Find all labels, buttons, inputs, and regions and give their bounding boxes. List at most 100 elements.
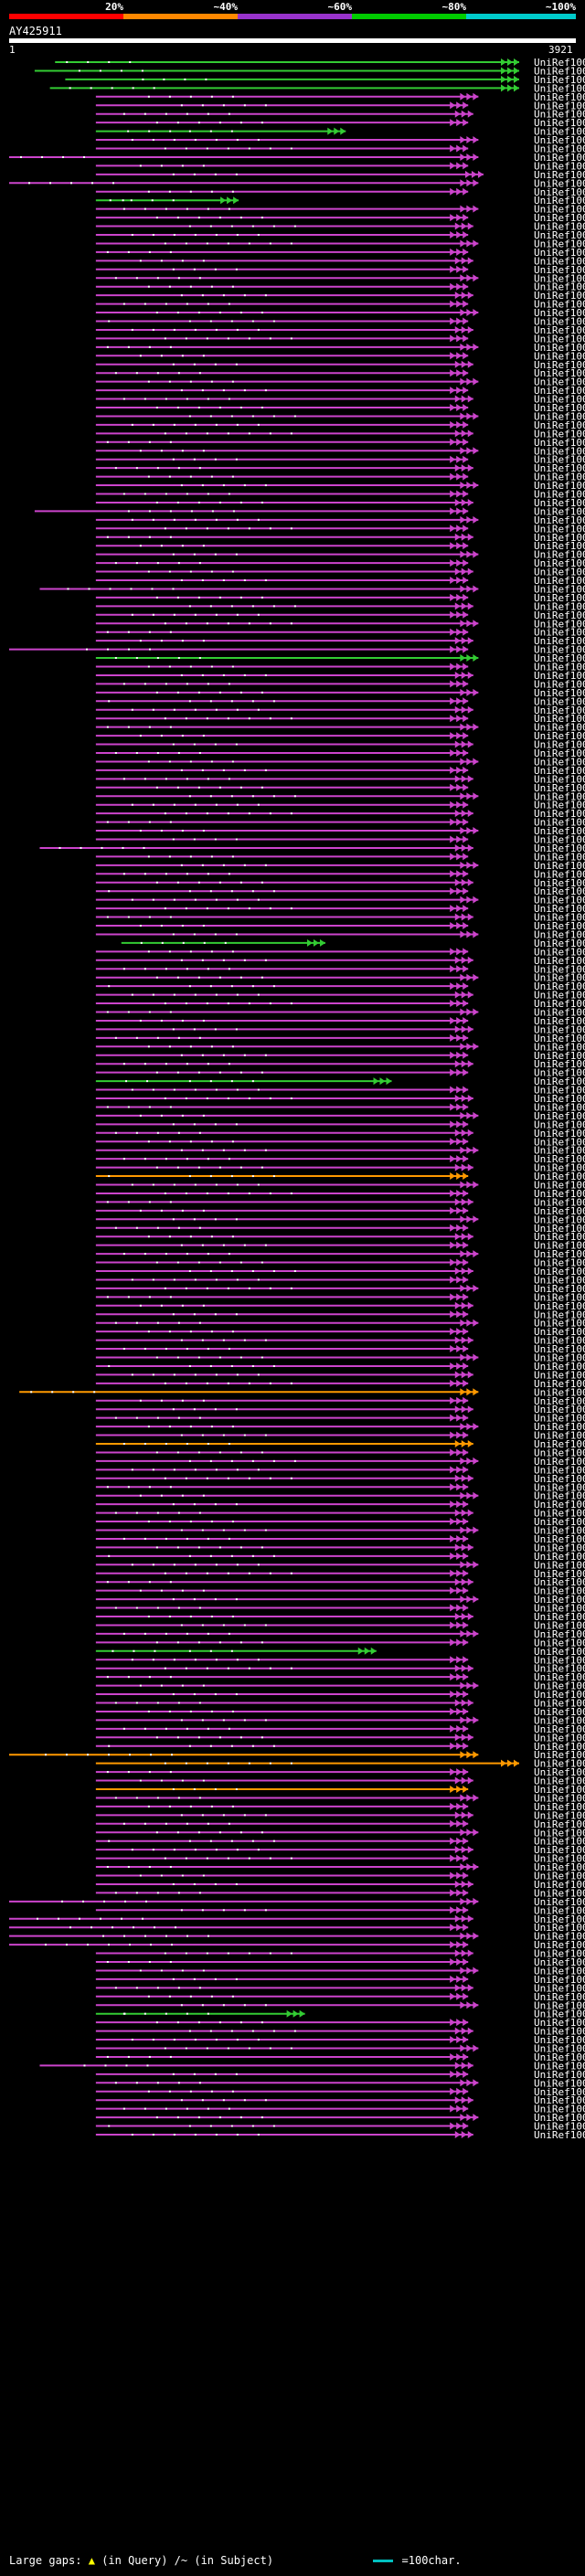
hit-label[interactable]: UniRef100_A4S3H7 [534,895,585,906]
hit-row[interactable]: UniRef100_A7QKC2 [95,1853,585,1865]
hit-row[interactable]: UniRef100_C5YOSL [95,1576,585,1588]
hit-label[interactable]: UniRef100_A7S214 [534,186,585,198]
hit-label[interactable]: UniRef100_C5UNH0 [534,1223,585,1235]
hit-row[interactable]: UniRef100_C5YSL9 [95,1663,585,1675]
hit-row[interactable]: UniRef100_Q39763 [95,2077,585,2089]
hit-row[interactable]: UniRef100_B9SAK0 [95,1698,585,1710]
hit-label[interactable]: UniRef100_Q41479 [534,1352,585,1364]
hit-row[interactable]: UniRef100_B9N626 [95,687,585,699]
hit-row[interactable]: UniRef100_Q91D28 [95,1214,585,1225]
hit-row[interactable]: UniRef100_Q6H4S6 [95,2034,585,2046]
hit-row[interactable]: UniRef100_Q1EP18 [95,1300,585,1312]
hit-label[interactable]: UniRef100_C5YLI4 [534,557,585,569]
hit-label[interactable]: UniRef100_Q9LT74 [534,1101,585,1113]
hit-label[interactable]: UniRef100_C5Z1B0 [534,1680,585,1692]
hit-label[interactable]: UniRef100_B9H1U4 [534,773,585,785]
hit-row[interactable]: UniRef100_UP1000... [95,1067,585,1079]
hit-row[interactable]: UniRef100_C5YE88 [95,678,585,690]
hit-label[interactable]: UniRef100_A9N825 [534,221,585,233]
hit-row[interactable]: UniRef100_A6JKC9 [95,981,585,992]
hit-row[interactable]: UniRef100_A6UIN3 [95,324,585,336]
hit-label[interactable]: UniRef100_Q94BY7 [534,299,585,311]
hit-label[interactable]: UniRef100_UP1000... [534,385,585,397]
hit-row[interactable]: UniRef100_Q9E938 [95,920,585,932]
hit-row[interactable]: UniRef100_UP1000... [95,1801,585,1813]
hit-label[interactable]: UniRef100_A9PG12 [534,514,585,526]
hit-row[interactable]: UniRef100_C4IYP5 [95,272,585,284]
hit-row[interactable]: UniRef100_B9GHX3 [95,652,585,664]
hit-label[interactable]: UniRef100_A9PDW1 [534,1153,585,1165]
hit-row[interactable]: UniRef100_B6U412 [95,782,585,794]
hit-row[interactable]: UniRef100_C7J3Z5 [95,1015,585,1027]
hit-row[interactable]: UniRef100_B6KL33 [95,100,585,111]
hit-row[interactable]: UniRef100_Q5Q669 [95,1283,585,1295]
hit-row[interactable]: UniRef100_Q9E940 [95,912,585,924]
hit-row[interactable]: UniRef100_C1MTK4 [95,195,585,207]
hit-label[interactable]: UniRef100_Q7TLR4 [534,1809,585,1821]
hit-row[interactable]: UniRef100_Q1EP04 [95,497,585,509]
hit-label[interactable]: UniRef100_A9A4W2 [534,2026,585,2038]
hit-row[interactable]: UniRef100_C6H752 [95,1776,585,1787]
hit-label[interactable]: UniRef100_Q6KTU2 [534,1369,585,1381]
hit-row[interactable]: UniRef100_Q3EC03 [95,1827,585,1839]
hit-row[interactable]: UniRef100_C5ZMP4 [39,843,585,854]
hit-label[interactable]: UniRef100_Q41855 [534,1386,585,1398]
hit-label[interactable]: UniRef100_Q1HR82 [534,1525,585,1537]
hit-row[interactable]: UniRef100_B4IYW7 [95,1628,585,1640]
hit-row[interactable]: UniRef100_C7Q8A8 [95,1007,585,1019]
hit-row[interactable]: UniRef100_A6JFD4 [95,134,585,146]
hit-row[interactable]: UniRef100_A8IJ79 [95,410,585,422]
hit-row[interactable]: UniRef100_Q2PRG3 [95,2112,585,2124]
hit-row[interactable]: UniRef100_UP1000... [95,1248,585,1260]
hit-label[interactable]: UniRef100_C1MZS3 [534,2104,585,2115]
hit-label[interactable]: UniRef100_C5YTP0 [534,765,585,777]
hit-label[interactable]: UniRef100_C5YG25 [534,437,585,449]
hit-label[interactable]: UniRef100_UP1000... [534,1490,585,1502]
hit-label[interactable]: UniRef100_C5PB10 [534,903,585,915]
hit-label[interactable]: UniRef100_C5WKF6 [534,713,585,725]
hit-label[interactable]: UniRef100_Q8B966 [534,705,585,716]
hit-row[interactable]: UniRef100_Q4A2B5 [95,247,585,259]
hit-label[interactable]: UniRef100_C5YOSL [534,1576,585,1588]
hit-row[interactable]: UniRef100_UP1000... [95,990,585,1002]
hit-label[interactable]: UniRef100_Q94JZ6 [534,1110,585,1122]
hit-row[interactable]: UniRef100_A6HYC3 [95,1430,585,1442]
hit-label[interactable]: UniRef100_A7QNJ2 [534,1749,585,1761]
hit-row[interactable]: UniRef100_B6KG60 [95,1335,585,1347]
hit-label[interactable]: UniRef100_B9S130 [534,1188,585,1200]
hit-row[interactable]: UniRef100_C5X881 [95,610,585,621]
hit-label[interactable]: UniRef100_A8IGC9 [534,350,585,362]
hit-label[interactable]: UniRef100_C5YSL9 [534,1663,585,1675]
hit-row[interactable]: UniRef100_B9RPP5 [9,644,585,656]
hit-row[interactable]: UniRef100_C5YN46 [95,1033,585,1044]
hit-row[interactable]: UniRef100_Q5ZUR2 [95,1395,585,1407]
hit-label[interactable]: UniRef100_Q4P134 [534,1559,585,1571]
hit-label[interactable]: UniRef100_C5Z468 [534,1965,585,1977]
hit-label[interactable]: UniRef100_A8HMN2 [534,1050,585,1062]
hit-label[interactable]: UniRef100_UP1000... [534,1646,585,1658]
hit-row[interactable]: UniRef100_Q41479 [95,1352,585,1364]
hit-label[interactable]: UniRef100_A5AFK2 [534,1274,585,1286]
hit-row[interactable]: UniRef100_Q9SPM0 [95,963,585,975]
hit-row[interactable]: UniRef100_Q9SBM1 [95,109,585,121]
hit-label[interactable]: UniRef100_A6HYC3 [534,1430,585,1442]
hit-label[interactable]: UniRef100_C1EBG6 [534,307,585,319]
hit-label[interactable]: UniRef100_C5WN35 [534,549,585,561]
hit-row[interactable]: UniRef100_Q94BY7 [95,299,585,311]
hit-label[interactable]: UniRef100_Q1XKN7 [534,1196,585,1208]
hit-label[interactable]: UniRef100_B7QXP2 [534,1171,585,1182]
hit-label[interactable]: UniRef100_A6JFD4 [534,134,585,146]
hit-row[interactable]: UniRef100_UP1000... [9,1931,585,1943]
hit-row[interactable]: UniRef100_C5X5R7 [95,454,585,466]
hit-label[interactable]: UniRef100_Q5NHW5 [534,229,585,241]
hit-label[interactable]: UniRef100_B6S5U7 [534,1611,585,1623]
hit-label[interactable]: UniRef100_A9U3I4 [534,1619,585,1631]
hit-label[interactable]: UniRef100_B9FSM9 [534,1145,585,1157]
hit-label[interactable]: UniRef100_B6HDK4 [534,1982,585,1994]
hit-row[interactable]: UniRef100_C4JSK1 [95,1413,585,1425]
hit-row[interactable]: UniRef100_Q7TLR4 [95,1809,585,1821]
hit-label[interactable]: UniRef100_C7Q8A8 [534,1007,585,1019]
hit-row[interactable]: UniRef100_Q39789 [95,2069,585,2081]
hit-row[interactable]: UniRef100_A8HMN2 [95,1050,585,1062]
hit-row[interactable]: UniRef100_C3HTK4 [95,1128,585,1140]
